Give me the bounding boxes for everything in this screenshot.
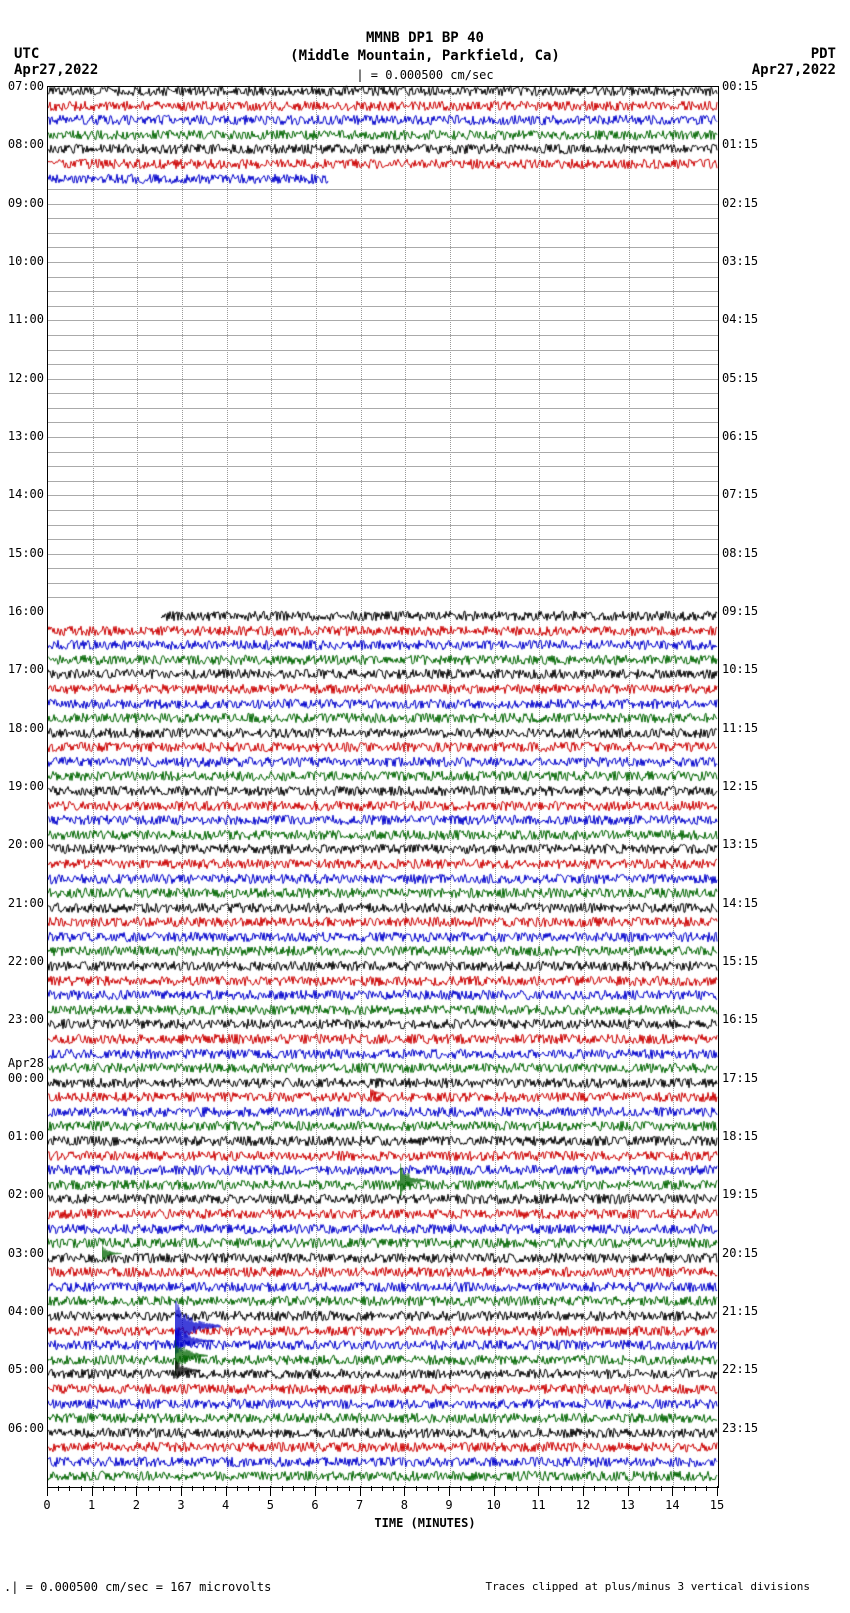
chart-subtitle: (Middle Mountain, Parkfield, Ca) bbox=[0, 48, 850, 64]
x-axis-title: TIME (MINUTES) bbox=[0, 1516, 850, 1530]
right-time-labels: 00:1501:1502:1503:1504:1505:1506:1507:15… bbox=[720, 86, 770, 1486]
timezone-right: PDT bbox=[811, 46, 836, 62]
date-left: Apr27,2022 bbox=[14, 62, 98, 78]
timezone-left: UTC bbox=[14, 46, 39, 62]
seismogram-plot bbox=[47, 86, 719, 1488]
footer-clip: Traces clipped at plus/minus 3 vertical … bbox=[485, 1580, 810, 1593]
date-right: Apr27,2022 bbox=[752, 62, 836, 78]
left-time-labels: 07:0008:0009:0010:0011:0012:0013:0014:00… bbox=[6, 86, 46, 1486]
footer-scale: .| = 0.000500 cm/sec = 167 microvolts bbox=[4, 1580, 271, 1594]
chart-title: MMNB DP1 BP 40 bbox=[0, 30, 850, 46]
